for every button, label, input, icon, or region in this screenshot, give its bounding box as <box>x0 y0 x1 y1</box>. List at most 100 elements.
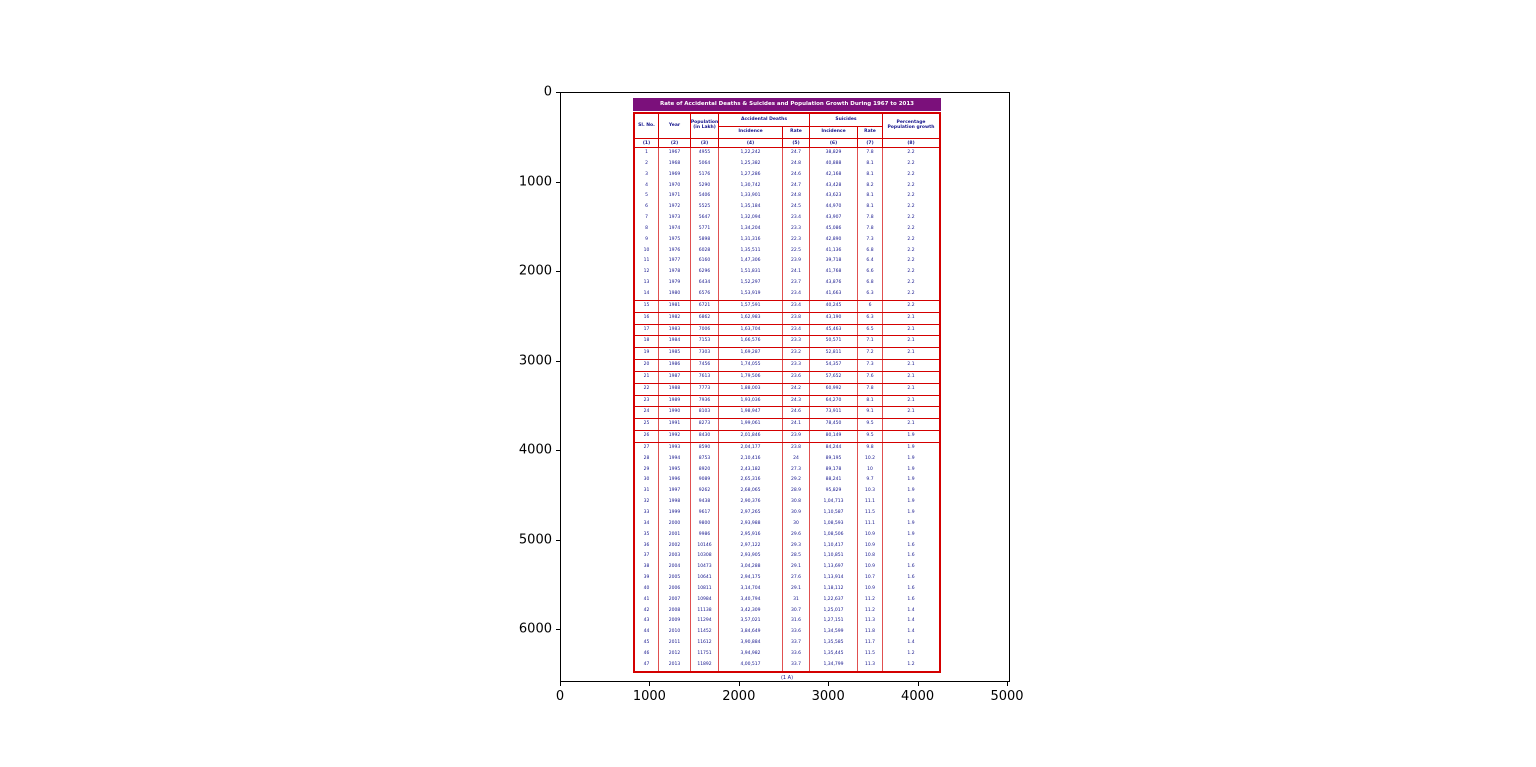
table-cell: 1,22,637 <box>810 594 858 606</box>
table-cell: 32 <box>635 497 659 508</box>
table-cell: 38 <box>635 562 659 574</box>
table-cell: 2.1 <box>907 421 915 427</box>
table-row: 44 2010 11452 3,84,649 33.6 1,34,599 11.8 1.4 <box>635 627 939 639</box>
table-row: 34 2000 9800 2,93,988 30 1,08,593 11.1 1.9 <box>635 518 939 530</box>
table-cell: 1,88,003 <box>719 383 783 395</box>
table-row: 7 1973 5647 1,32,094 23.4 43,907 7.8 2.2 <box>635 213 939 224</box>
x-tick-label: 1000 <box>632 689 666 704</box>
table-cell: 4,00,517 <box>719 659 783 671</box>
table-cell: 2.2 <box>907 150 915 155</box>
table-cell: 36 <box>635 540 659 552</box>
table-row: 21 1987 7613 1,79,506 23.6 57,652 7.6 2.1 <box>635 371 939 384</box>
table-cell: 1990 <box>659 407 691 419</box>
table-cell: 1.9 <box>907 444 915 450</box>
table-cell: 23.6 <box>783 371 810 383</box>
table-cell: 2.1 <box>907 338 915 344</box>
table-cell: 10.2 <box>858 453 883 465</box>
table-cell: 9089 <box>691 475 719 487</box>
table-row: 47 2013 11892 4,00,517 33.7 1,34,799 11.3 1.2 <box>635 659 939 671</box>
table-cell: 6434 <box>691 278 719 289</box>
table-cell: 23.3 <box>783 336 810 348</box>
y-tick-label: 0 <box>543 84 552 100</box>
table-cell: 10811 <box>691 583 719 595</box>
table-rows: 1 1967 4955 1,22,242 24.7 38,829 7.8 2.2 2 1968 50… <box>635 148 939 671</box>
table-cell: 89,178 <box>810 464 858 476</box>
table-cell: 1,69,287 <box>719 348 783 360</box>
table-cell: 39 <box>635 573 659 584</box>
table-cell: 1982 <box>659 312 691 324</box>
table-cell: 2004 <box>659 562 691 574</box>
table-cell: 2009 <box>659 616 691 628</box>
table-cell: 1988 <box>659 383 691 395</box>
table-cell: 11.3 <box>858 616 883 628</box>
table-cell: 1.9 <box>907 455 915 461</box>
header-sl-no: Sl. No. <box>635 114 659 139</box>
table-cell: 1,35,511 <box>719 245 783 257</box>
table-cell: 7006 <box>691 324 719 336</box>
table-cell: 24.7 <box>783 148 810 159</box>
table-cell: 27.3 <box>783 464 810 476</box>
table-cell: 2.1 <box>907 385 915 391</box>
table-cell: 3,90,884 <box>719 638 783 649</box>
table-cell: 23.2 <box>783 348 810 360</box>
table-cell: 27.6 <box>783 573 810 584</box>
table-cell: 8590 <box>691 442 719 454</box>
table-cell: 29.1 <box>783 562 810 574</box>
table-cell: 2.1 <box>907 362 915 368</box>
table-cell: 11.2 <box>858 605 883 617</box>
table-cell: 6576 <box>691 288 719 300</box>
table-cell: 43,907 <box>810 213 858 224</box>
table-row: 31 1997 9262 2,68,065 28.9 95,829 10.3 1.9 <box>635 486 939 498</box>
table-cell: 1,04,713 <box>810 497 858 508</box>
table-cell: 6160 <box>691 256 719 268</box>
table-cell: 2013 <box>659 659 691 671</box>
table-cell: 1987 <box>659 371 691 383</box>
table-cell: 84,244 <box>810 442 858 454</box>
table-row: 13 1979 6434 1,52,297 23.7 43,876 6.8 2.2 <box>635 278 939 289</box>
table-cell: 1,93,036 <box>719 395 783 407</box>
table-cell: 1999 <box>659 508 691 519</box>
table-cell: 95,829 <box>810 486 858 498</box>
table-cell: 33.6 <box>783 648 810 660</box>
table-row: 10 1976 6028 1,35,511 22.5 41,136 6.8 2.2 <box>635 245 939 257</box>
x-tick-label: 3000 <box>811 689 845 704</box>
table-cell: 29.2 <box>783 475 810 487</box>
table-cell: 1.6 <box>907 564 915 570</box>
table-cell: 46 <box>635 648 659 660</box>
table-cell: 6.3 <box>858 312 883 324</box>
table-row: 20 1986 7456 1,74,055 23.3 54,357 7.3 2.1 <box>635 360 939 372</box>
table-cell: 1,62,983 <box>719 312 783 324</box>
table-cell: 6862 <box>691 312 719 324</box>
table-cell: 1981 <box>659 300 691 312</box>
table-cell: 24.5 <box>783 202 810 214</box>
table-cell: 1969 <box>659 169 691 181</box>
table-cell: 9617 <box>691 508 719 519</box>
table-row: 15 1981 6721 1,57,591 23.4 40,245 6 2.2 <box>635 299 939 313</box>
table-cell: 19 <box>635 348 659 360</box>
table-cell: 2002 <box>659 540 691 552</box>
table-cell: 1,51,831 <box>719 267 783 279</box>
table-cell: 1.9 <box>907 510 915 515</box>
table-cell: 5898 <box>691 234 719 246</box>
header-accidental-deaths: Accidental Deaths <box>719 114 810 127</box>
table-cell: 24.7 <box>783 180 810 192</box>
table-cell: 1,10,587 <box>810 508 858 519</box>
table-cell: 24.1 <box>783 267 810 279</box>
table-cell: 8.2 <box>858 180 883 192</box>
table-cell: 29.6 <box>783 529 810 541</box>
table-cell: 5647 <box>691 213 719 224</box>
table-cell: 42 <box>635 605 659 617</box>
header-ad-incidence: Incidence <box>719 127 783 139</box>
table-cell: 41,136 <box>810 245 858 257</box>
table-cell: 1973 <box>659 213 691 224</box>
table-cell: 6.5 <box>858 324 883 336</box>
table-cell: 1977 <box>659 256 691 268</box>
table-cell: 23.8 <box>783 442 810 454</box>
table-row: 4 1970 5290 1,30,742 24.7 43,428 8.2 2.2 <box>635 180 939 192</box>
table-cell: 7936 <box>691 395 719 407</box>
table-row: 24 1990 8103 1,98,947 24.6 73,911 9.1 2.1 <box>635 407 939 420</box>
table-cell: 6 <box>635 202 659 214</box>
header-s-incidence: Incidence <box>810 127 858 139</box>
table-cell: 7.8 <box>858 223 883 235</box>
table-cell: 9.7 <box>858 475 883 487</box>
